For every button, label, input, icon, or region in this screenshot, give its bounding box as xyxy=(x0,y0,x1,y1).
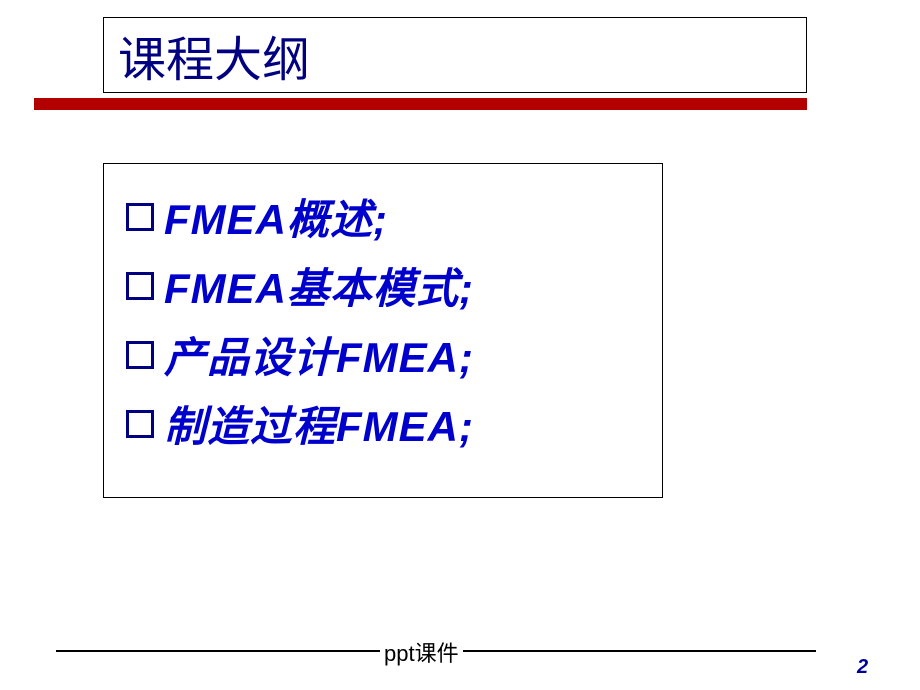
bullet-text: 产品设计FMEA; xyxy=(164,324,474,385)
square-bullet-icon xyxy=(126,272,154,300)
bullet-item: 制造过程FMEA; xyxy=(126,393,640,454)
square-bullet-icon xyxy=(126,410,154,438)
square-bullet-icon xyxy=(126,203,154,231)
page-number: 2 xyxy=(857,656,868,679)
slide-title: 课程大纲 xyxy=(118,20,310,90)
bullet-item: FMEA基本模式; xyxy=(126,255,640,316)
bullet-text: 制造过程FMEA; xyxy=(164,393,474,454)
square-bullet-icon xyxy=(126,341,154,369)
bullet-item: 产品设计FMEA; xyxy=(126,324,640,385)
footer-label: ppt课件 xyxy=(380,636,463,668)
bullet-text: FMEA基本模式; xyxy=(164,255,474,316)
bullet-item: FMEA概述; xyxy=(126,186,640,247)
title-box: 课程大纲 xyxy=(103,17,807,93)
content-box: FMEA概述; FMEA基本模式; 产品设计FMEA; 制造过程FMEA; xyxy=(103,163,663,498)
accent-bar xyxy=(34,98,807,110)
bullet-text: FMEA概述; xyxy=(164,186,388,247)
